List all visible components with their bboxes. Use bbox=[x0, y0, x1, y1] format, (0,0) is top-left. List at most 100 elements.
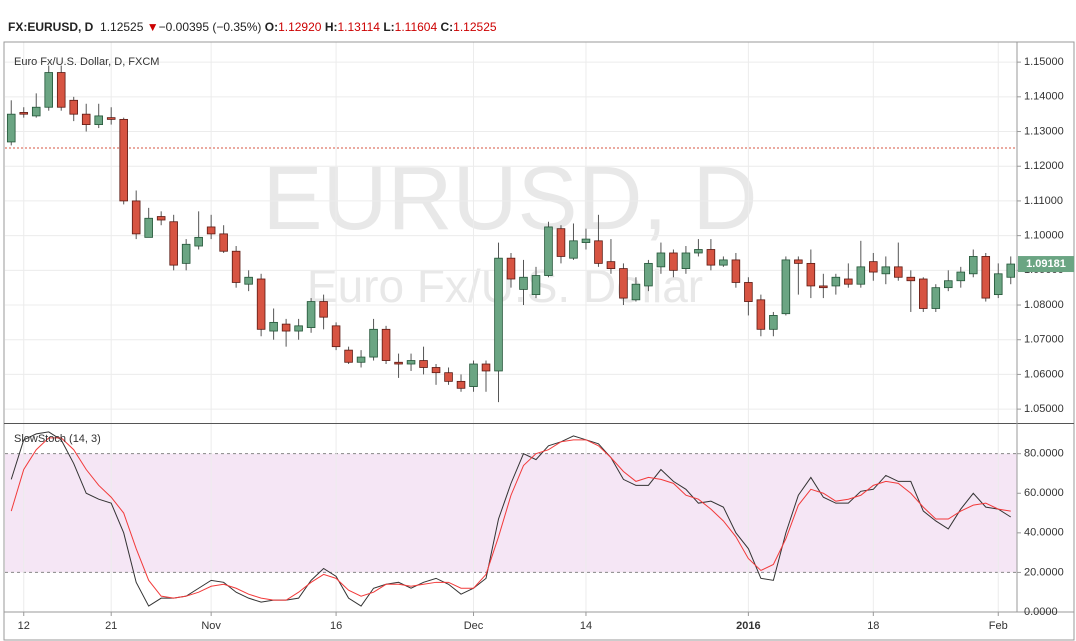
candle-body bbox=[269, 321, 278, 332]
candle-body bbox=[1006, 263, 1016, 278]
candle-body bbox=[706, 249, 716, 266]
candle-body bbox=[844, 278, 853, 285]
close: 1.12525 bbox=[453, 20, 497, 34]
header: FX:EURUSD, D 1.12525 ▼−0.00395 (−0.35%) … bbox=[8, 20, 497, 34]
candle-body bbox=[856, 266, 866, 285]
candle-body bbox=[556, 228, 566, 257]
x-tick-label: 14 bbox=[580, 620, 592, 632]
candle-body bbox=[131, 200, 141, 235]
candle-body bbox=[681, 252, 691, 269]
candle-body bbox=[481, 363, 491, 372]
candle-body bbox=[419, 360, 428, 368]
candle-body bbox=[631, 283, 641, 301]
x-tick-label: Dec bbox=[464, 620, 484, 632]
band bbox=[5, 453, 1017, 573]
y-tick-label: 60.0000 bbox=[1024, 487, 1064, 499]
candle-body bbox=[244, 276, 253, 285]
candle-body bbox=[756, 299, 766, 330]
candle-body bbox=[993, 273, 1003, 296]
candle-body bbox=[181, 243, 191, 264]
candle-body bbox=[69, 99, 78, 115]
x-tick-label: Feb bbox=[989, 620, 1008, 632]
candle-body bbox=[194, 236, 203, 247]
candle-body bbox=[981, 256, 991, 299]
candle-body bbox=[369, 328, 378, 358]
candle-body bbox=[306, 301, 316, 328]
y-tick-label: 1.15000 bbox=[1024, 56, 1064, 68]
candle-body bbox=[894, 266, 903, 278]
candle-body bbox=[619, 268, 628, 299]
y-tick-label: 40.0000 bbox=[1024, 527, 1064, 539]
candle-body bbox=[294, 325, 303, 332]
candle-body bbox=[956, 271, 966, 282]
symbol: FX:EURUSD, D bbox=[8, 20, 94, 34]
y-tick-label: 1.05000 bbox=[1024, 403, 1064, 415]
candle-body bbox=[219, 233, 228, 252]
l-label: L: bbox=[383, 20, 395, 34]
candle-body bbox=[869, 261, 878, 273]
candle-body bbox=[394, 361, 403, 365]
candle-body bbox=[569, 240, 578, 259]
y-tick-label: 20.0000 bbox=[1024, 566, 1064, 578]
candle-body bbox=[506, 257, 516, 280]
candle-body bbox=[356, 356, 366, 363]
candle-body bbox=[731, 259, 741, 283]
candle-body bbox=[669, 252, 678, 271]
candle-body bbox=[881, 266, 891, 275]
candle-body bbox=[594, 240, 603, 264]
candle-body bbox=[206, 226, 216, 235]
watermark: EURUSD, D bbox=[262, 149, 757, 249]
y-tick-label: 1.10000 bbox=[1024, 230, 1064, 242]
y-tick-label: 1.13000 bbox=[1024, 125, 1064, 137]
candle-body bbox=[231, 250, 241, 283]
candle-body bbox=[6, 113, 16, 143]
candle-body bbox=[581, 238, 591, 243]
change: −0.00395 (−0.35%) bbox=[158, 20, 262, 34]
candle-body bbox=[769, 315, 778, 330]
x-tick-label: 18 bbox=[867, 620, 879, 632]
stoch-line bbox=[10, 437, 1011, 601]
candle-body bbox=[694, 249, 703, 254]
y-tick-label: 1.11000 bbox=[1024, 195, 1063, 207]
o-label: O: bbox=[264, 20, 279, 34]
candle-body bbox=[406, 360, 416, 365]
candle-body bbox=[806, 262, 816, 287]
y-tick-label: 80.0000 bbox=[1024, 448, 1064, 460]
high: 1.13114 bbox=[337, 20, 380, 34]
candle-body bbox=[81, 113, 91, 125]
arrow: ▼ bbox=[146, 20, 159, 34]
candle-body bbox=[544, 226, 553, 276]
candle-body bbox=[169, 221, 178, 266]
candle-body bbox=[519, 276, 528, 290]
candle-body bbox=[456, 380, 466, 389]
y-tick-label: 1.12000 bbox=[1024, 160, 1064, 172]
candle-body bbox=[119, 118, 128, 202]
x-tick-label: 2016 bbox=[736, 620, 760, 632]
candle-body bbox=[56, 72, 66, 108]
price-badge bbox=[1018, 256, 1074, 273]
indicator-title: SlowStoch (14, 3) bbox=[14, 433, 101, 445]
candle-body bbox=[144, 217, 153, 238]
candle-body bbox=[281, 323, 291, 332]
candle-body bbox=[906, 276, 916, 282]
candle-body bbox=[431, 367, 441, 374]
candle-body bbox=[531, 275, 541, 296]
candle-body bbox=[256, 278, 266, 330]
candle-body bbox=[719, 259, 728, 266]
last: 1.12525 bbox=[100, 20, 144, 34]
candle-body bbox=[319, 301, 328, 318]
open: 1.12920 bbox=[278, 20, 322, 34]
candle-body bbox=[344, 349, 353, 363]
watermark: Euro Fx/U.S. Dollar bbox=[307, 260, 703, 312]
y-tick-label: 1.08000 bbox=[1024, 299, 1064, 311]
candle-body bbox=[31, 106, 41, 117]
candle-body bbox=[644, 262, 653, 287]
y-tick-label: 1.14000 bbox=[1024, 91, 1064, 103]
y-tick-label: 0.0000 bbox=[1024, 606, 1058, 618]
candle-body bbox=[106, 117, 116, 120]
y-tick-label: 1.06000 bbox=[1024, 368, 1064, 380]
candle-body bbox=[968, 256, 978, 275]
candle-body bbox=[781, 259, 791, 315]
candle-body bbox=[331, 325, 341, 348]
